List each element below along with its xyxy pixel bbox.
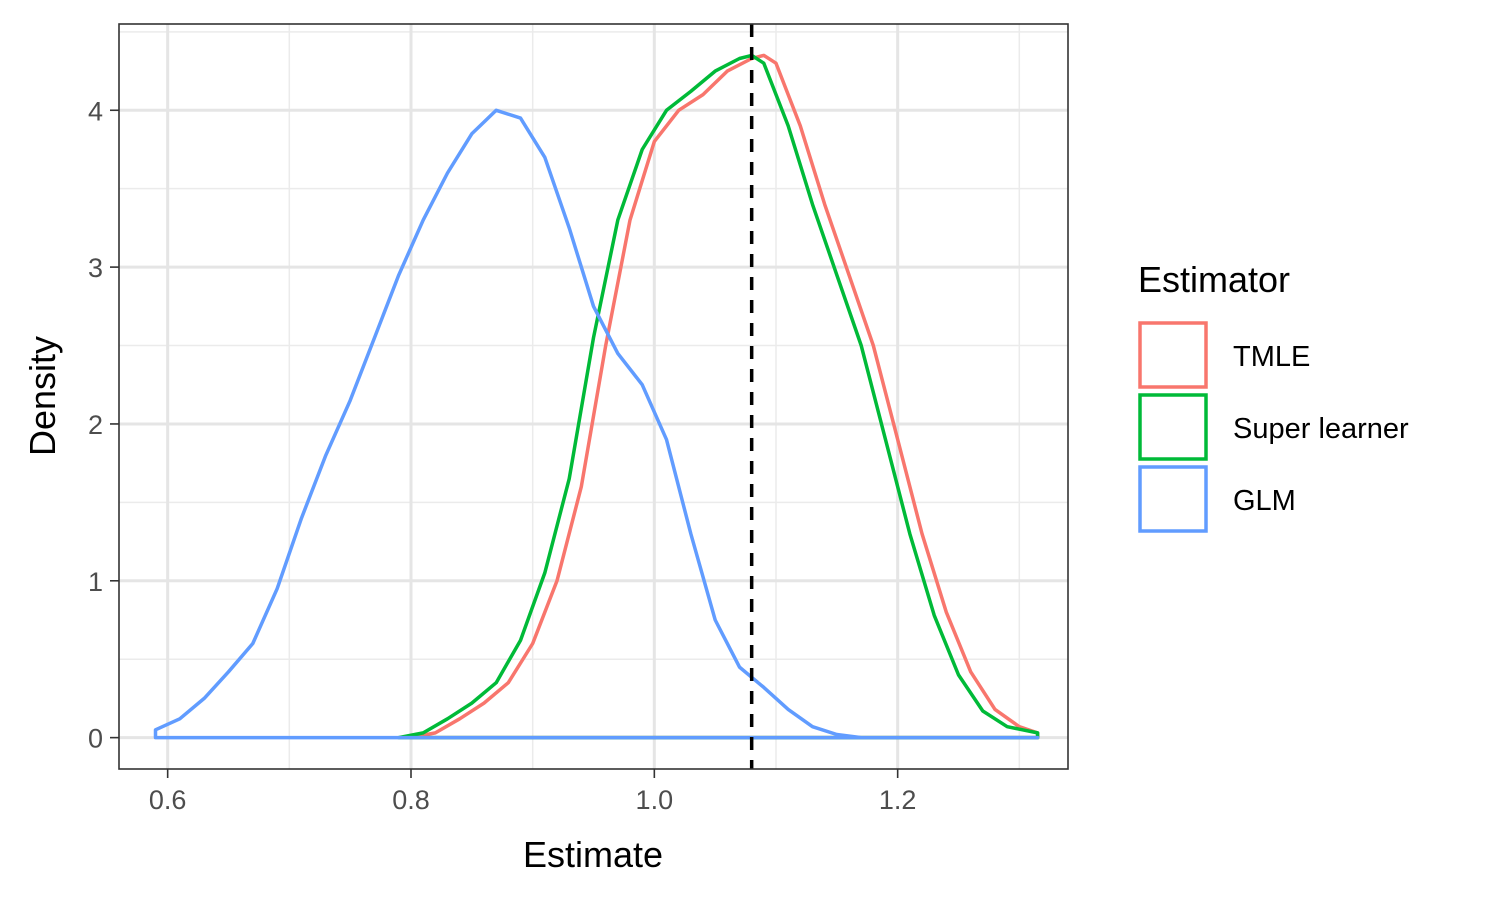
legend: Estimator TMLE Super learner GLM <box>1138 259 1409 533</box>
y-tick-label: 3 <box>88 253 103 283</box>
x-tick-label: 0.8 <box>392 785 430 815</box>
x-axis: 0.6 0.8 1.0 1.2 <box>149 769 917 815</box>
series-line-glm <box>153 108 1040 740</box>
plot-panel <box>119 24 1068 769</box>
y-tick-label: 4 <box>88 96 103 126</box>
plot-border <box>118 23 1069 770</box>
legend-label-tmle: TMLE <box>1233 341 1310 373</box>
y-tick-label: 1 <box>88 567 103 597</box>
legend-key-super-learner <box>1138 393 1208 461</box>
series-line-tmle <box>409 53 1040 740</box>
y-axis: 0 1 2 3 4 <box>88 96 119 754</box>
series-line-super-learner <box>397 53 1040 740</box>
legend-label-super-learner: Super learner <box>1233 413 1409 445</box>
x-tick-label: 0.6 <box>149 785 187 815</box>
legend-key-tmle <box>1138 321 1208 389</box>
y-tick-label: 0 <box>88 724 103 754</box>
legend-key-glm <box>1138 465 1208 533</box>
x-axis-title: Estimate <box>523 834 663 875</box>
minor-gridlines <box>119 24 1068 769</box>
y-tick-label: 2 <box>88 410 103 440</box>
density-series <box>153 53 1040 740</box>
y-axis-title: Density <box>22 336 63 456</box>
legend-title: Estimator <box>1138 259 1290 300</box>
x-tick-label: 1.2 <box>879 785 917 815</box>
legend-label-glm: GLM <box>1233 485 1296 517</box>
x-tick-label: 1.0 <box>636 785 674 815</box>
